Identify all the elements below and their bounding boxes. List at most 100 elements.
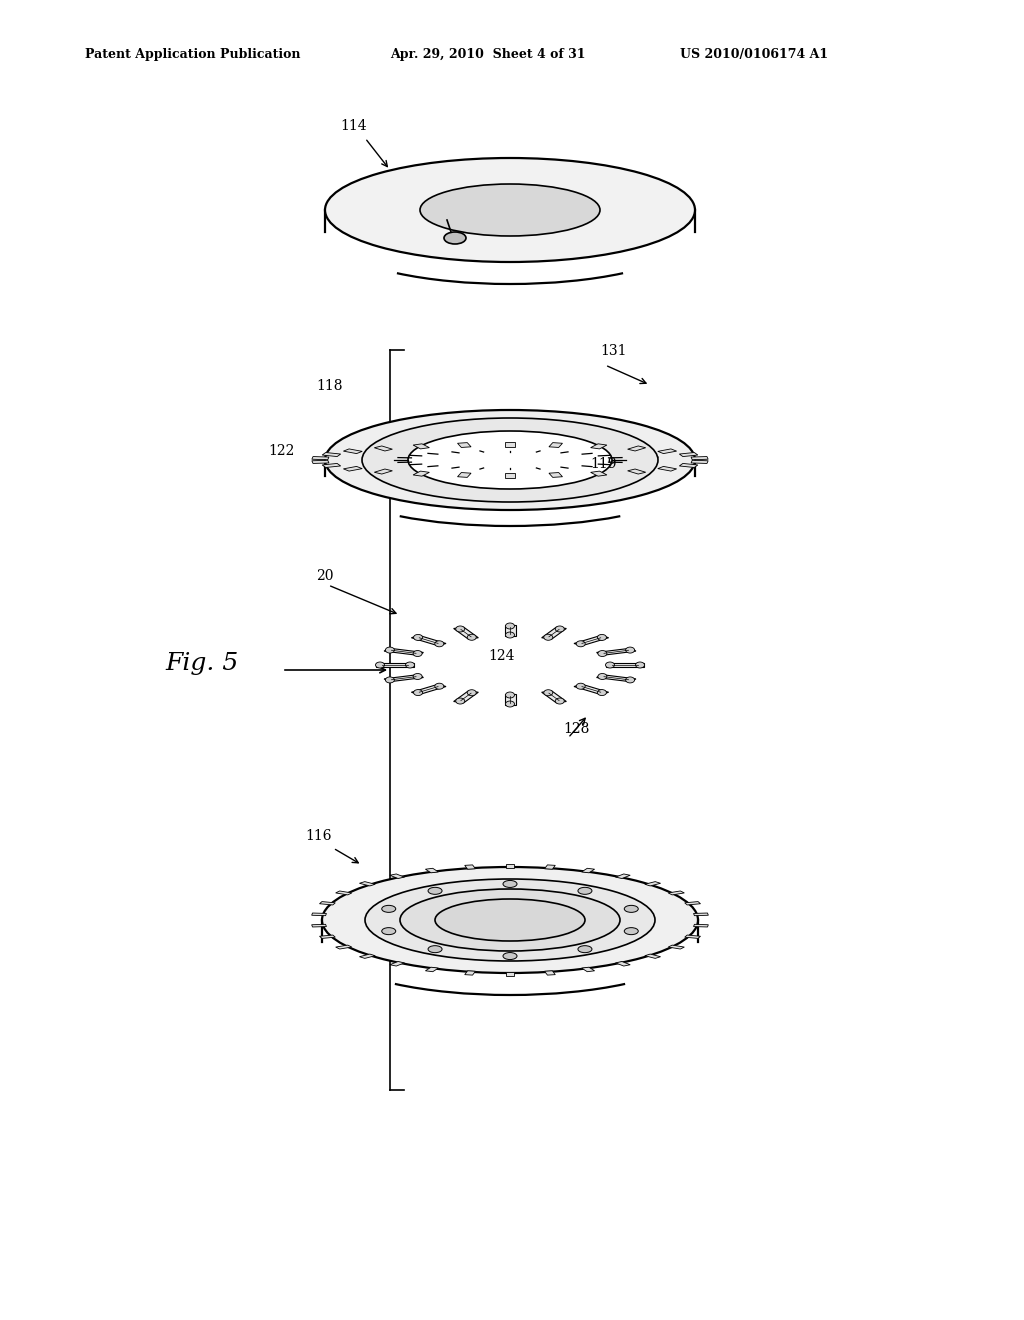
Polygon shape [323,453,341,457]
Polygon shape [343,449,362,454]
Ellipse shape [435,684,443,689]
Ellipse shape [578,945,592,953]
Ellipse shape [503,880,517,887]
Polygon shape [376,664,414,667]
Ellipse shape [597,689,606,696]
Polygon shape [311,913,327,916]
Text: 20: 20 [316,569,334,583]
Polygon shape [425,869,438,873]
Polygon shape [384,675,423,682]
Ellipse shape [467,635,476,640]
Text: 122: 122 [268,444,294,458]
Polygon shape [545,865,555,869]
Polygon shape [679,453,697,457]
Polygon shape [628,469,646,474]
Polygon shape [549,473,562,478]
Ellipse shape [506,692,514,698]
Polygon shape [454,690,478,702]
Polygon shape [597,675,636,682]
Ellipse shape [544,690,553,696]
Ellipse shape [577,640,585,647]
Polygon shape [454,627,478,639]
Ellipse shape [605,663,614,668]
Polygon shape [505,474,515,478]
Text: 131: 131 [600,345,627,358]
Ellipse shape [467,690,476,696]
Ellipse shape [362,418,658,502]
Polygon shape [693,913,709,916]
Polygon shape [505,624,515,636]
Polygon shape [425,968,438,972]
Polygon shape [458,473,471,478]
Polygon shape [319,902,335,906]
Ellipse shape [414,635,423,640]
Polygon shape [693,924,709,927]
Ellipse shape [544,635,553,640]
Polygon shape [542,690,566,702]
Polygon shape [375,446,392,451]
Polygon shape [685,902,700,906]
Polygon shape [458,442,471,447]
Polygon shape [542,627,566,639]
Polygon shape [413,444,429,449]
Ellipse shape [428,945,442,953]
Ellipse shape [625,928,638,935]
Polygon shape [657,466,677,471]
Ellipse shape [577,684,585,689]
Polygon shape [505,694,515,705]
Polygon shape [582,968,595,972]
Polygon shape [645,882,660,886]
Text: 116: 116 [305,829,332,843]
Polygon shape [669,945,684,949]
Ellipse shape [503,953,517,960]
Ellipse shape [322,867,698,973]
Ellipse shape [420,183,600,236]
Polygon shape [549,442,562,447]
Ellipse shape [435,640,443,647]
Ellipse shape [506,701,514,708]
Ellipse shape [382,906,395,912]
Polygon shape [545,970,555,975]
Text: 114: 114 [340,119,367,133]
Ellipse shape [625,906,638,912]
Ellipse shape [626,647,635,653]
Text: 119: 119 [590,457,616,471]
Polygon shape [506,863,514,867]
Polygon shape [691,461,709,463]
Polygon shape [606,664,644,667]
Ellipse shape [597,635,606,640]
Ellipse shape [382,928,395,935]
Polygon shape [413,471,429,477]
Polygon shape [343,466,362,471]
Polygon shape [591,471,607,477]
Polygon shape [336,945,352,949]
Ellipse shape [376,663,384,668]
Polygon shape [591,444,607,449]
Polygon shape [336,891,352,895]
Polygon shape [359,954,375,958]
Polygon shape [312,457,329,459]
Polygon shape [505,442,515,446]
Polygon shape [645,954,660,958]
Polygon shape [685,935,700,939]
Ellipse shape [413,673,422,680]
Polygon shape [390,961,404,966]
Polygon shape [657,449,677,454]
Ellipse shape [555,626,564,632]
Ellipse shape [458,647,562,682]
Ellipse shape [400,888,620,950]
Polygon shape [375,469,392,474]
Polygon shape [506,972,514,975]
Polygon shape [615,961,630,966]
Ellipse shape [555,698,564,704]
Polygon shape [412,684,446,694]
Ellipse shape [578,887,592,895]
Polygon shape [311,924,327,927]
Polygon shape [597,648,636,656]
Polygon shape [574,684,608,694]
Ellipse shape [456,626,465,632]
Ellipse shape [598,651,607,656]
Ellipse shape [365,879,655,961]
Ellipse shape [636,663,644,668]
Text: 128: 128 [563,722,590,737]
